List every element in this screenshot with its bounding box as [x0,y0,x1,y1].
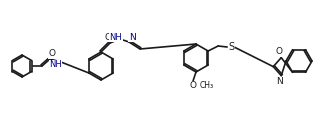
Text: O: O [276,47,283,56]
Text: CH₃: CH₃ [200,82,214,90]
Text: N: N [276,77,283,86]
Text: S: S [228,42,234,52]
Text: NH: NH [49,60,62,69]
Text: O: O [105,33,112,41]
Text: O: O [49,50,55,58]
Text: NH: NH [110,33,122,41]
Text: O: O [190,82,196,90]
Text: N: N [129,33,135,41]
